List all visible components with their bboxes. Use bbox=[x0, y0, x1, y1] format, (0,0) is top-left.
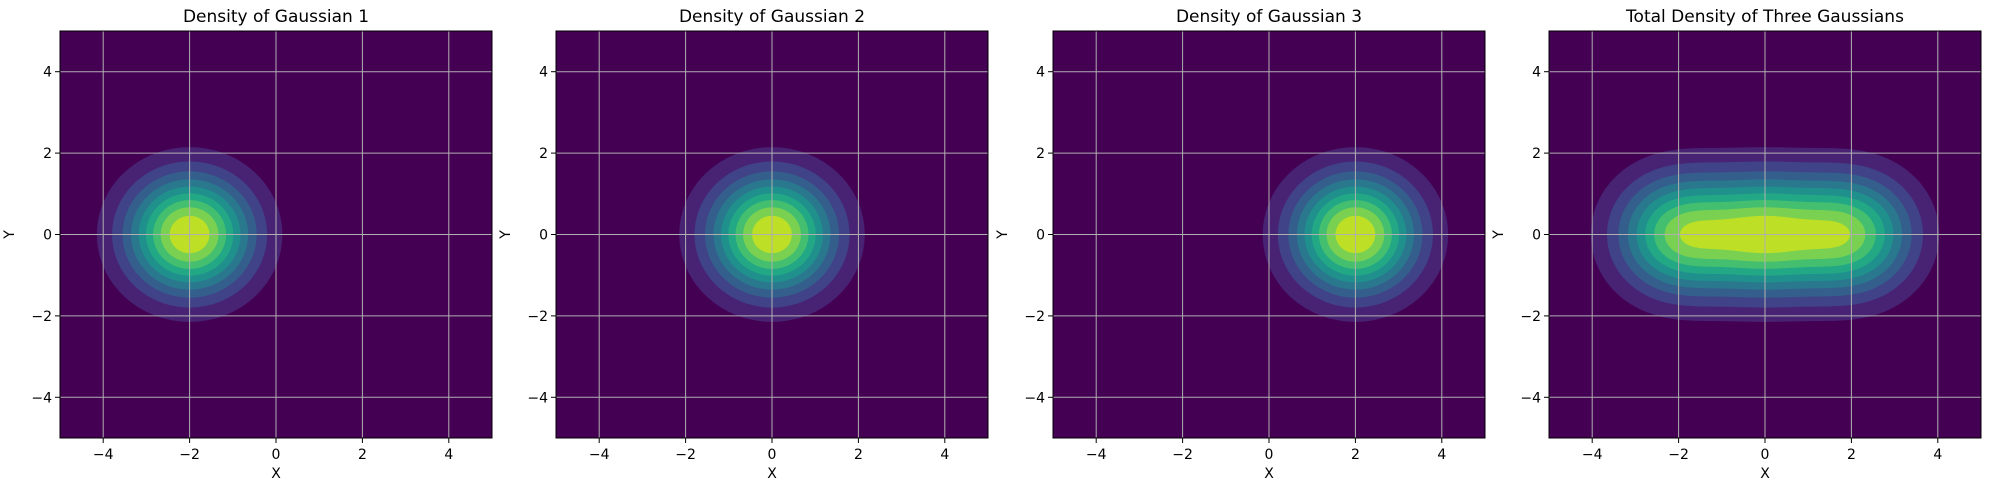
x-tick-label: 0 bbox=[1265, 447, 1274, 463]
y-tick-label: −4 bbox=[1024, 390, 1045, 406]
x-tick-label: −4 bbox=[1086, 447, 1107, 463]
y-tick-label: 2 bbox=[539, 146, 548, 162]
chart-title: Total Density of Three Gaussians bbox=[1625, 7, 1904, 27]
y-tick-label: −2 bbox=[1024, 309, 1045, 325]
y-tick-label: −4 bbox=[31, 390, 52, 406]
x-tick-label: −4 bbox=[93, 447, 114, 463]
x-tick-label: 0 bbox=[768, 447, 777, 463]
x-tick-label: −2 bbox=[179, 447, 200, 463]
y-tick-label: 0 bbox=[539, 228, 548, 244]
y-tick-label: −2 bbox=[1520, 309, 1541, 325]
x-tick-label: −4 bbox=[589, 447, 610, 463]
grid bbox=[60, 31, 492, 438]
panel-2: −4 −2 0 2 4 −4 −2 0 2 4 Density of Gaussian 2 X Y bbox=[498, 7, 989, 482]
y-tick-label: 0 bbox=[43, 228, 52, 244]
chart-title: Density of Gaussian 2 bbox=[679, 7, 865, 27]
y-tick-label: 0 bbox=[1532, 228, 1541, 244]
y-tick-label: 2 bbox=[1532, 146, 1541, 162]
y-tick-label: −2 bbox=[31, 309, 52, 325]
x-tick-label: 4 bbox=[444, 447, 453, 463]
x-tick-label: 4 bbox=[940, 447, 949, 463]
x-tick-label: 2 bbox=[1847, 447, 1856, 463]
x-tick-label: −2 bbox=[1172, 447, 1193, 463]
y-tick-label: 2 bbox=[43, 146, 52, 162]
x-tick-label: −2 bbox=[675, 447, 696, 463]
y-tick-label: −4 bbox=[527, 390, 548, 406]
x-tick-label: 2 bbox=[1351, 447, 1360, 463]
grid bbox=[556, 31, 988, 438]
x-tick-label: 0 bbox=[1761, 447, 1770, 463]
chart-title: Density of Gaussian 3 bbox=[1176, 7, 1362, 27]
y-axis-label: Y bbox=[498, 230, 514, 240]
y-tick-label: −4 bbox=[1520, 390, 1541, 406]
y-axis-label: Y bbox=[2, 230, 18, 240]
x-tick-label: −2 bbox=[1668, 447, 1689, 463]
y-tick-label: −2 bbox=[527, 309, 548, 325]
panel-1: −4 −2 0 2 4 −4 −2 0 2 4 Density of Gaussian 1 X Y bbox=[2, 7, 493, 482]
x-axis-label: X bbox=[1760, 466, 1770, 482]
chart-title: Density of Gaussian 1 bbox=[183, 7, 369, 27]
ticks: −4 −2 0 2 4 −4 −2 0 2 4 bbox=[31, 65, 453, 463]
x-tick-label: −4 bbox=[1582, 447, 1603, 463]
x-tick-label: 0 bbox=[272, 447, 281, 463]
x-axis-label: X bbox=[767, 466, 777, 482]
panel-4: −4 −2 0 2 4 −4 −2 0 2 4 Total Density of Three Gau… bbox=[1491, 7, 1982, 482]
y-axis-label: Y bbox=[995, 230, 1011, 240]
x-tick-label: 2 bbox=[854, 447, 863, 463]
x-tick-label: 4 bbox=[1933, 447, 1942, 463]
x-tick-label: 4 bbox=[1437, 447, 1446, 463]
y-tick-label: 4 bbox=[43, 65, 52, 81]
ticks: −4 −2 0 2 4 −4 −2 0 2 4 bbox=[1520, 65, 1942, 463]
x-axis-label: X bbox=[1264, 466, 1274, 482]
x-tick-label: 2 bbox=[358, 447, 367, 463]
x-axis-label: X bbox=[271, 466, 281, 482]
ticks: −4 −2 0 2 4 −4 −2 0 2 4 bbox=[1024, 65, 1446, 463]
y-tick-label: 4 bbox=[1036, 65, 1045, 81]
panel-3: −4 −2 0 2 4 −4 −2 0 2 4 Density of Gaussian 3 X Y bbox=[995, 7, 1486, 482]
grid bbox=[1053, 31, 1485, 438]
y-tick-label: 4 bbox=[1532, 65, 1541, 81]
y-tick-label: 0 bbox=[1036, 228, 1045, 244]
y-tick-label: 4 bbox=[539, 65, 548, 81]
y-axis-label: Y bbox=[1491, 230, 1507, 240]
ticks: −4 −2 0 2 4 −4 −2 0 2 4 bbox=[527, 65, 949, 463]
y-tick-label: 2 bbox=[1036, 146, 1045, 162]
grid bbox=[1549, 31, 1981, 438]
